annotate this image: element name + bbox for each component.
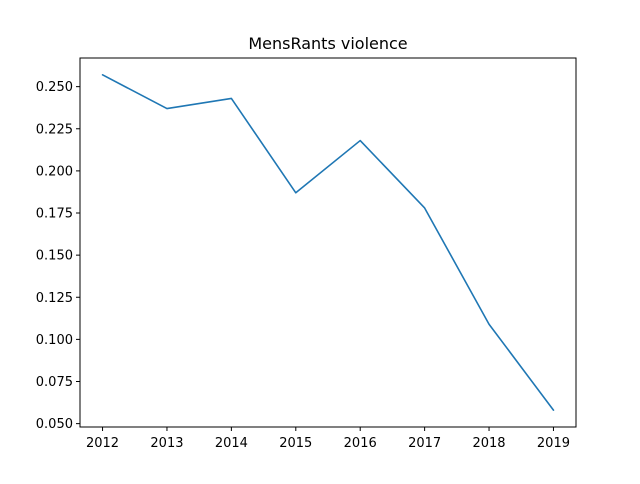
y-tick-label: 0.050 [36,417,73,432]
y-tick-label: 0.225 [36,122,73,137]
y-tick-label: 0.150 [36,249,73,264]
x-tick-label: 2016 [344,436,377,451]
x-tick-label: 2014 [215,436,248,451]
y-tick-label: 0.100 [36,333,73,348]
x-axis: 2012 2013 2014 2015 2016 2017 2018 2019 [86,427,570,451]
y-tick-label: 0.200 [36,164,73,179]
y-tick-label: 0.175 [36,207,73,222]
y-axis: 0.050 0.075 0.100 0.125 0.150 0.175 0.200 0.225… [36,80,80,432]
y-tick-label: 0.125 [36,291,73,306]
series-layer [101,74,555,411]
x-tick-label: 2015 [279,436,312,451]
x-tick-label: 2019 [537,436,570,451]
y-tick-label: 0.075 [36,375,73,390]
plot-area-frame [79,57,577,428]
x-tick-label: 2013 [150,436,183,451]
chart-title: MensRants violence [248,34,407,53]
x-tick-label: 2012 [86,436,119,451]
series-line-0 [101,74,555,411]
x-tick-label: 2018 [472,436,505,451]
y-tick-label: 0.250 [36,80,73,95]
x-tick-label: 2017 [408,436,441,451]
